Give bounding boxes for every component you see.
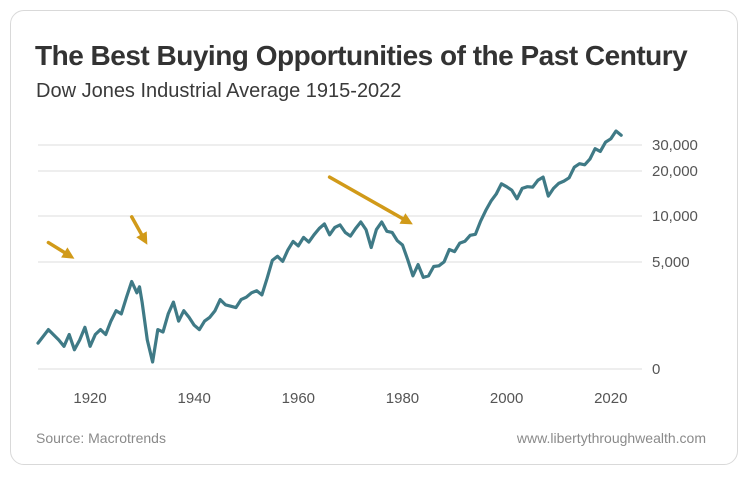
arrow-shaft [129, 215, 144, 237]
dow-jones-line [36, 129, 623, 364]
arrow-head [61, 247, 75, 259]
arrow-annotation [46, 240, 75, 259]
x-axis-labels: 1920 1940 1960 1980 2000 2020 [73, 390, 627, 407]
y-axis-labels: 0 5,000 10,000 20,000 30,000 [652, 137, 698, 378]
x-tick-label: 1940 [178, 390, 211, 407]
gridlines [38, 144, 642, 370]
x-tick-label: 1980 [386, 390, 419, 407]
x-tick-label: 2000 [490, 390, 523, 407]
chart-title: The Best Buying Opportunities of the Pas… [35, 40, 688, 71]
buying-opportunity-arrows [46, 175, 413, 259]
website-link[interactable]: www.libertythroughwealth.com [516, 430, 706, 446]
arrow-annotation [129, 215, 148, 245]
chart-subtitle: Dow Jones Industrial Average 1915-2022 [36, 80, 402, 102]
y-tick-label: 10,000 [652, 208, 698, 225]
x-tick-label: 2020 [594, 390, 627, 407]
arrow-shaft [46, 240, 67, 255]
source-note: Source: Macrotrends [36, 430, 166, 446]
y-tick-label: 30,000 [652, 137, 698, 154]
y-tick-label: 20,000 [652, 163, 698, 180]
y-tick-label: 0 [652, 361, 660, 378]
arrow-head [399, 213, 413, 225]
arrow-annotation [327, 175, 413, 225]
x-tick-label: 1960 [282, 390, 315, 407]
y-tick-label: 5,000 [652, 254, 690, 271]
arrow-head [136, 231, 148, 245]
arrow-shaft [327, 175, 405, 221]
x-tick-label: 1920 [73, 390, 106, 407]
